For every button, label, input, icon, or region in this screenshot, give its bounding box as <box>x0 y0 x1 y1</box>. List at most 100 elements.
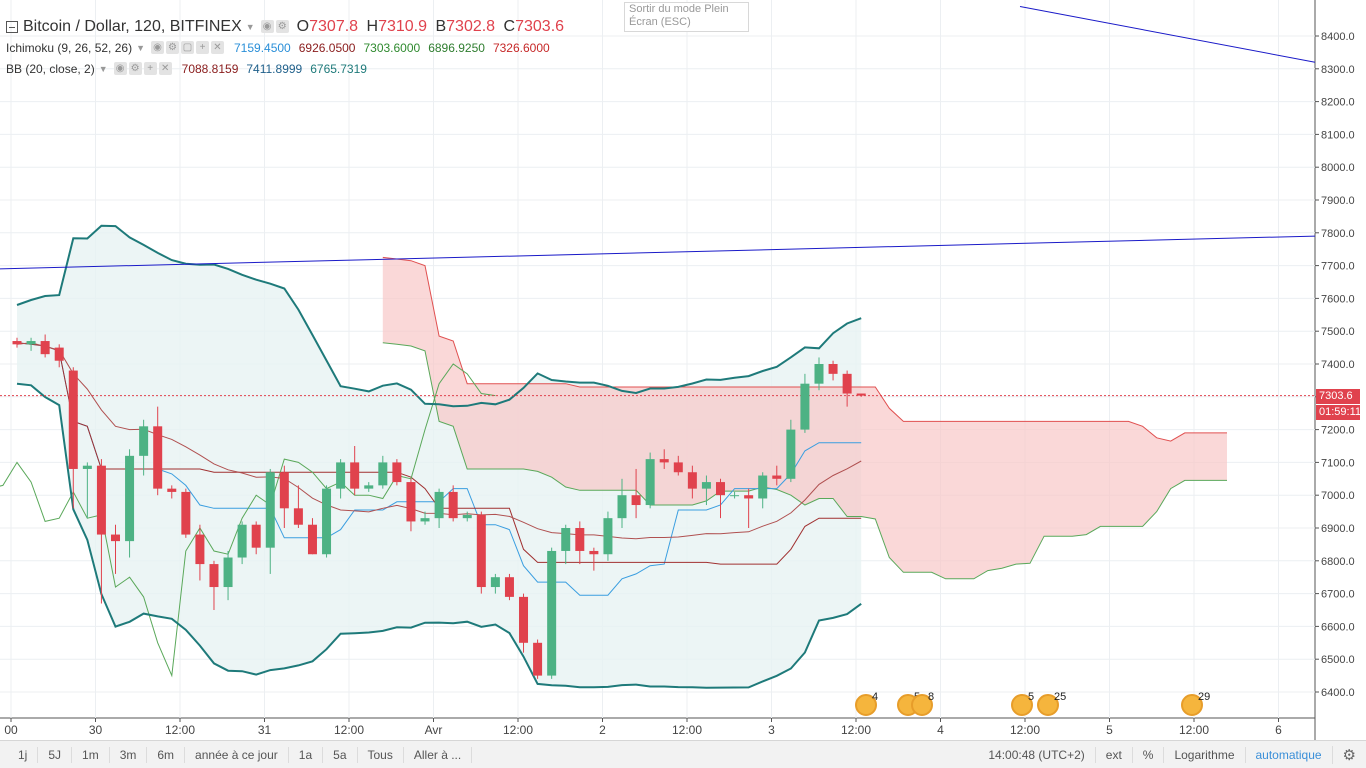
time-tick-label: 30 <box>89 723 103 737</box>
event-flag-icon[interactable] <box>1181 694 1203 716</box>
candle-body <box>561 528 571 551</box>
candle <box>462 511 472 522</box>
price-tick-label: 7400.0 <box>1321 359 1355 371</box>
candle-body <box>758 475 768 499</box>
ichimoku-row[interactable]: Ichimoku (9, 26, 52, 26) ▼ ◉ ⚙ ▢ + ✕ 715… <box>6 37 568 58</box>
candle-body <box>96 465 106 535</box>
ohlc-values: O7307.8 H7310.9 B7302.8 C7303.6 <box>297 18 568 36</box>
ichimoku-value-conversion: 7159.4500 <box>234 40 291 55</box>
candle <box>434 488 444 528</box>
candle <box>631 468 641 519</box>
candle <box>772 465 782 486</box>
range-1y-button[interactable]: 1a <box>289 746 324 763</box>
event-flag-icon[interactable] <box>911 694 933 716</box>
time-tick-label: 12:00 <box>503 723 533 737</box>
candle <box>12 337 22 348</box>
candle-body <box>68 370 78 469</box>
candle-body <box>814 364 824 384</box>
candle-body <box>167 488 177 492</box>
candle-body <box>223 557 233 588</box>
candle-body <box>659 459 669 463</box>
candle-body <box>364 485 374 489</box>
candle-body <box>504 577 514 597</box>
candle <box>814 357 824 391</box>
event-count: 4 <box>872 691 879 703</box>
candle-body <box>772 475 782 479</box>
ohlc-high-key: H <box>366 17 379 35</box>
visibility-icon[interactable]: ◉ <box>151 41 164 54</box>
candle <box>406 478 416 532</box>
range-all-button[interactable]: Tous <box>358 746 404 763</box>
candle <box>490 573 500 594</box>
chevron-down-icon[interactable]: ▼ <box>98 63 108 74</box>
range-1d-button[interactable]: 1j <box>8 746 39 763</box>
chevron-down-icon[interactable]: ▼ <box>136 42 145 53</box>
ohlc-low-value: 7302.8 <box>446 17 496 35</box>
bb-value-upper: 7411.8999 <box>246 61 303 76</box>
range-6m-button[interactable]: 6m <box>147 746 186 763</box>
chevron-down-icon[interactable]: ▼ <box>245 21 255 32</box>
collapse-legend-button[interactable] <box>6 20 18 33</box>
candle <box>603 511 613 561</box>
candle <box>448 485 458 522</box>
price-tick-label: 7600.0 <box>1321 293 1355 305</box>
settings-icon[interactable]: ⚙ <box>166 41 179 54</box>
log-scale-toggle[interactable]: Logarithme <box>1163 747 1244 763</box>
candle <box>856 393 866 397</box>
settings-icon[interactable]: ⚙ <box>275 20 289 33</box>
trendline-1 <box>0 235 1316 270</box>
remove-icon[interactable]: ✕ <box>211 41 224 54</box>
event-count: 25 <box>1054 691 1067 703</box>
event-flag-icon[interactable] <box>1011 694 1033 716</box>
candle-body <box>645 459 655 506</box>
auto-scale-toggle[interactable]: automatique <box>1244 747 1332 763</box>
clock-label[interactable]: 14:00:48 (UTC+2) <box>988 748 1085 762</box>
candle-body <box>519 596 529 643</box>
range-ytd-button[interactable]: année à ce jour <box>185 746 289 763</box>
candle <box>96 459 106 604</box>
price-tick-label: 7100.0 <box>1321 457 1355 469</box>
source-icon[interactable]: ▢ <box>181 41 194 54</box>
remove-icon[interactable]: ✕ <box>158 62 172 75</box>
ohlc-low-key: B <box>435 17 447 35</box>
gear-icon[interactable]: ⚙ <box>1331 746 1366 764</box>
goto-date-button[interactable]: Aller à ... <box>404 746 473 763</box>
axis-ticks: 8400.0 8300.0 8200.0 8100.0 8000.0 7900.0 7800… <box>4 31 1354 737</box>
price-chart[interactable]: 8400.0 8300.0 8200.0 8100.0 8000.0 7900.0 7800… <box>0 0 1366 740</box>
percent-scale-toggle[interactable]: % <box>1131 747 1164 763</box>
price-tick-label: 8300.0 <box>1321 64 1355 76</box>
candle-body <box>490 577 500 588</box>
time-tick-label: 12:00 <box>1179 723 1209 737</box>
ichimoku-value-lagging: 7303.6000 <box>363 40 421 55</box>
add-icon[interactable]: + <box>143 62 157 75</box>
candle <box>575 521 585 565</box>
candle <box>167 485 177 499</box>
candle-body <box>716 482 725 496</box>
settings-icon[interactable]: ⚙ <box>128 62 142 75</box>
candle <box>125 449 135 558</box>
bb-value-basis: 7088.8159 <box>181 61 239 76</box>
bb-row[interactable]: BB (20, close, 2) ▼ ◉ ⚙ + ✕ 7088.8159 74… <box>6 58 568 79</box>
event-flag-icon[interactable] <box>1037 694 1059 716</box>
ichimoku-value-lead2: 7326.6000 <box>492 40 550 55</box>
candle <box>687 465 697 499</box>
range-3m-button[interactable]: 3m <box>110 746 148 763</box>
candle-body <box>589 550 599 555</box>
trendline-2 <box>1019 5 1316 63</box>
candle <box>392 459 402 486</box>
candle <box>561 524 571 565</box>
visibility-icon[interactable]: ◉ <box>260 20 274 33</box>
candle-body <box>701 482 711 489</box>
extended-hours-toggle[interactable]: ext <box>1094 747 1132 763</box>
event-flag-icon[interactable] <box>855 694 877 716</box>
range-5d-button[interactable]: 5J <box>38 746 73 763</box>
range-5y-button[interactable]: 5a <box>323 746 358 763</box>
add-icon[interactable]: + <box>196 41 209 54</box>
time-tick-label: 12:00 <box>1010 723 1040 737</box>
range-1m-button[interactable]: 1m <box>72 746 110 763</box>
exit-fullscreen-tooltip: Sortir du mode Plein Écran (ESC) <box>624 2 749 32</box>
visibility-icon[interactable]: ◉ <box>113 62 127 75</box>
price-tick-label: 8200.0 <box>1321 97 1355 109</box>
candle-body <box>730 495 740 497</box>
